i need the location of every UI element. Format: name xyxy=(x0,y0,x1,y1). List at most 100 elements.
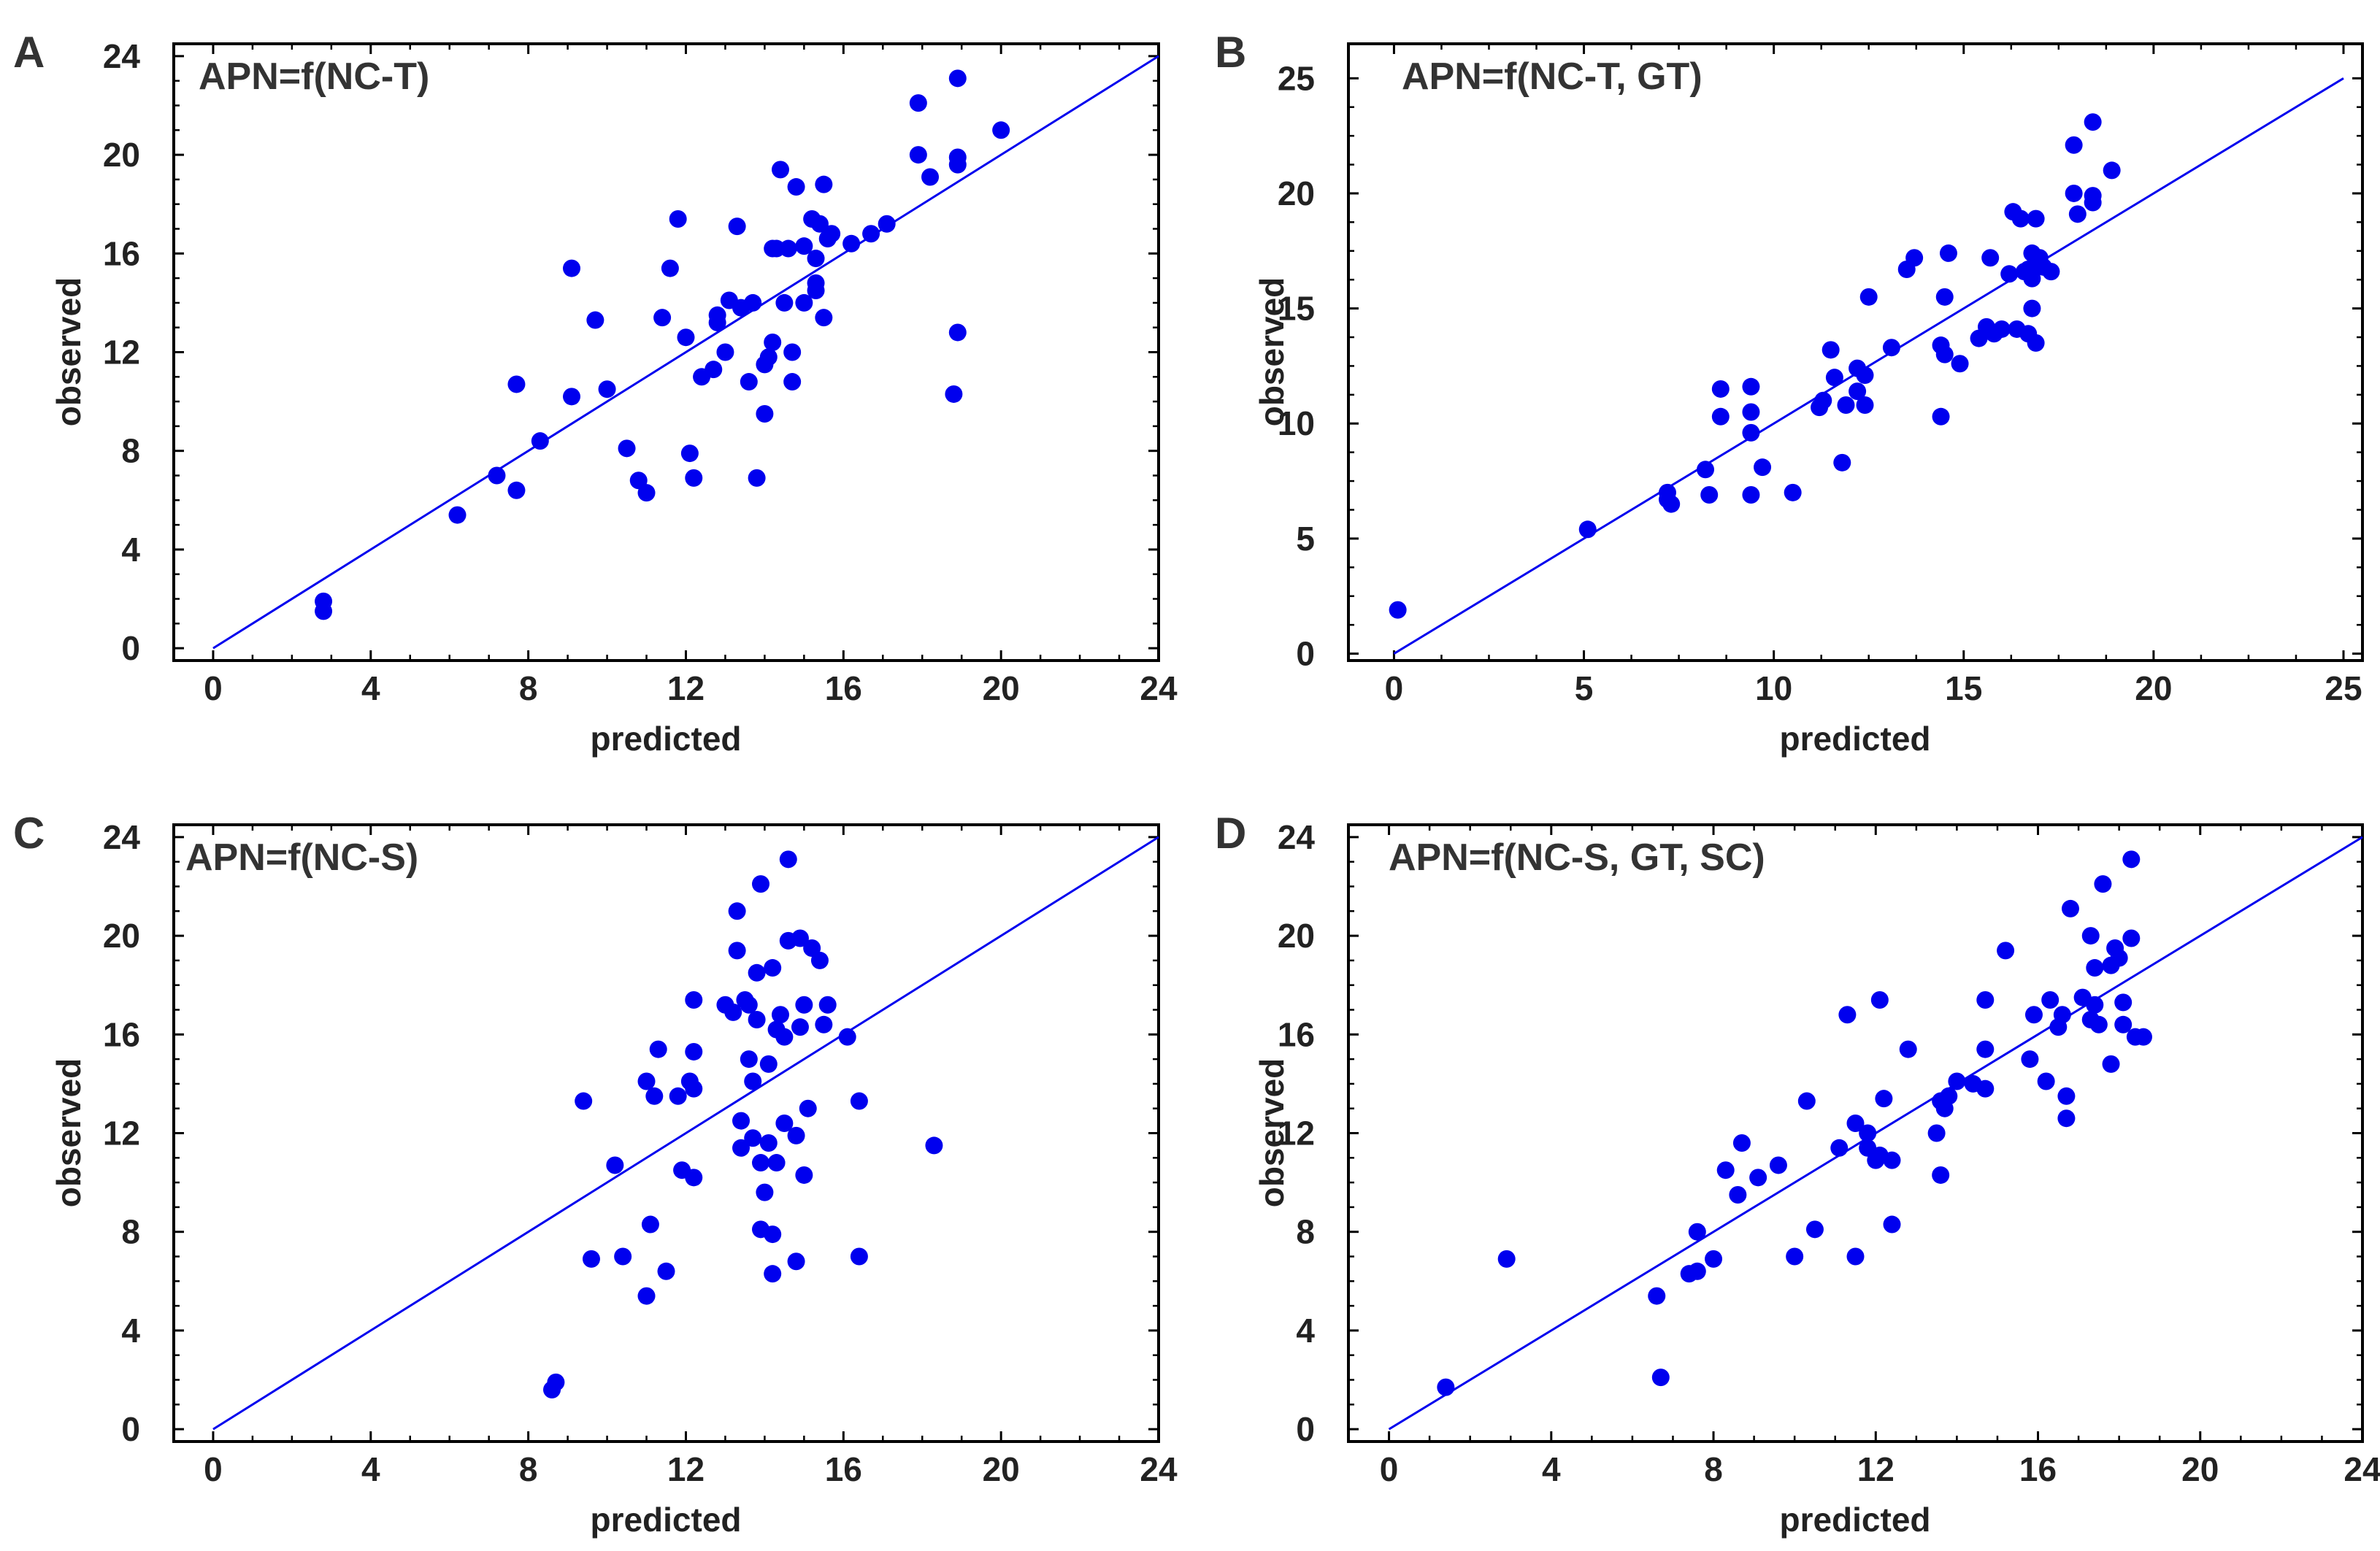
x-tick-label: 20 xyxy=(983,1450,1020,1488)
data-point xyxy=(795,237,813,255)
data-point xyxy=(1662,495,1681,513)
data-point xyxy=(685,1042,703,1061)
y-axis-label: observed xyxy=(1253,1058,1291,1208)
data-point xyxy=(818,996,837,1014)
data-point xyxy=(2011,209,2030,228)
data-point xyxy=(1846,1247,1865,1266)
data-point xyxy=(764,333,782,351)
data-point xyxy=(748,963,766,982)
data-point xyxy=(598,380,616,399)
data-point xyxy=(1846,1114,1865,1132)
x-tick-label: 8 xyxy=(519,669,538,707)
x-tick-label: 8 xyxy=(1704,1450,1723,1488)
data-point xyxy=(1976,990,1995,1009)
data-point xyxy=(1578,520,1597,539)
data-point xyxy=(1935,345,1954,363)
chart-title: APN=f(NC-S) xyxy=(185,836,418,879)
y-tick-label: 8 xyxy=(1296,1213,1315,1251)
data-point xyxy=(2068,205,2087,223)
identity-line xyxy=(1393,77,2344,655)
data-point xyxy=(787,1126,805,1144)
data-point xyxy=(1732,1134,1751,1152)
data-point xyxy=(677,328,695,347)
data-point xyxy=(909,146,927,164)
data-point xyxy=(752,1154,770,1172)
data-point xyxy=(649,1040,667,1058)
data-point xyxy=(779,850,797,869)
x-tick-label: 20 xyxy=(2135,669,2172,707)
data-point xyxy=(1833,453,1851,472)
data-point xyxy=(775,1114,794,1132)
data-point xyxy=(1742,403,1760,421)
data-point xyxy=(787,178,805,196)
data-point xyxy=(2081,927,2100,945)
data-point xyxy=(1389,601,1407,619)
x-tick-label: 24 xyxy=(2343,1450,2380,1488)
data-point xyxy=(1688,1223,1706,1241)
data-point xyxy=(2086,959,2104,977)
y-tick-label: 4 xyxy=(121,1312,140,1350)
data-point xyxy=(618,439,636,458)
y-tick-label: 0 xyxy=(1296,1410,1315,1448)
data-point xyxy=(810,215,829,233)
data-point xyxy=(1688,1262,1706,1280)
panel-b: B APN=f(NC-T, GT) predicted observed 0 5 1… xyxy=(1215,28,2364,758)
data-point xyxy=(791,929,809,947)
data-point xyxy=(2024,1006,2043,1024)
x-tick-label: 0 xyxy=(1380,1450,1399,1488)
data-point xyxy=(1939,244,1957,262)
data-point xyxy=(779,239,797,258)
data-point xyxy=(1822,341,1840,359)
data-point xyxy=(748,469,766,487)
data-point xyxy=(1940,1087,1958,1105)
data-point xyxy=(771,1006,789,1024)
y-tick-label: 20 xyxy=(103,136,140,174)
y-tick-label: 4 xyxy=(121,531,140,569)
x-tick-label: 4 xyxy=(361,669,380,707)
data-point xyxy=(2061,899,2079,917)
data-point xyxy=(775,1028,794,1046)
x-tick-label: 25 xyxy=(2325,669,2362,707)
data-point xyxy=(606,1156,624,1174)
data-point xyxy=(669,1087,687,1105)
data-point xyxy=(744,1129,762,1147)
data-point xyxy=(2084,113,2102,131)
data-point xyxy=(1883,1151,1901,1169)
data-point xyxy=(842,234,861,253)
data-point xyxy=(1838,1006,1857,1024)
data-point xyxy=(2027,209,2045,228)
data-point xyxy=(1497,1250,1516,1268)
y-tick-label: 12 xyxy=(103,334,140,372)
data-point xyxy=(759,348,778,366)
identity-line xyxy=(212,55,1159,650)
x-tick-label: 0 xyxy=(204,669,223,707)
data-point xyxy=(795,293,813,312)
data-point xyxy=(787,1252,805,1271)
chart-title: APN=f(NC-T) xyxy=(199,55,429,98)
data-point xyxy=(507,375,526,393)
data-point xyxy=(799,1099,817,1117)
data-point xyxy=(740,996,758,1014)
data-point xyxy=(775,293,794,312)
data-point xyxy=(685,1079,703,1098)
data-point xyxy=(948,323,967,342)
data-point xyxy=(1769,1156,1787,1174)
x-tick-label: 16 xyxy=(825,1450,862,1488)
data-point xyxy=(1711,407,1730,426)
x-axis-label: predicted xyxy=(1779,720,1930,758)
y-tick-label: 4 xyxy=(1296,1312,1315,1350)
panel-a: A APN=f(NC-T) predicted observed 0 4 8 12 16… xyxy=(13,28,1178,758)
data-point xyxy=(2122,929,2141,947)
y-tick-label: 8 xyxy=(121,1213,140,1251)
data-point xyxy=(2114,993,2133,1012)
data-point xyxy=(2021,1050,2039,1069)
data-point xyxy=(685,990,703,1009)
y-tick-label: 20 xyxy=(1278,917,1315,955)
x-tick-label: 12 xyxy=(667,1450,705,1488)
data-point xyxy=(488,466,506,485)
plot-frame xyxy=(1347,823,2364,1443)
y-tick-label: 8 xyxy=(121,432,140,470)
data-point xyxy=(1651,1369,1670,1387)
data-point xyxy=(1742,485,1760,504)
y-tick-label: 24 xyxy=(1278,818,1316,856)
